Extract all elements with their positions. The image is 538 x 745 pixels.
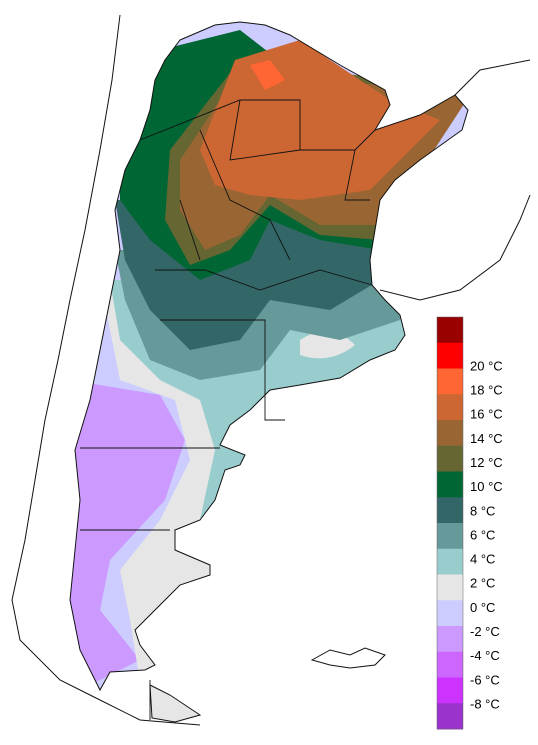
legend-swatch xyxy=(437,548,463,575)
legend-label: 14 °C xyxy=(470,431,503,446)
argentina-outline xyxy=(69,21,469,723)
legend-swatch xyxy=(437,497,463,524)
legend-label: 16 °C xyxy=(470,407,503,422)
legend-frame xyxy=(436,316,464,730)
legend-label: 0 °C xyxy=(470,600,495,615)
legend-swatch xyxy=(437,420,463,447)
legend-swatch xyxy=(437,471,463,498)
legend: 20 °C 18 °C 16 °C 14 °C 12 °C 10 °C 8 °C 6 °C 4 … xyxy=(436,316,503,730)
legend-swatch xyxy=(437,703,463,730)
legend-label: 8 °C xyxy=(470,503,495,518)
legend-label: 10 °C xyxy=(470,479,503,494)
chile-coast xyxy=(11,14,201,726)
legend-swatch xyxy=(437,677,463,704)
legend-swatch xyxy=(437,394,463,421)
neighbour-border xyxy=(379,59,531,301)
legend-swatch xyxy=(437,600,463,627)
legend-swatch xyxy=(437,317,463,344)
legend-swatch xyxy=(437,574,463,601)
legend-label: 20 °C xyxy=(470,358,503,373)
legend-label: -8 °C xyxy=(470,696,500,711)
legend-swatch xyxy=(437,523,463,550)
legend-label: 18 °C xyxy=(470,383,503,398)
legend-swatch xyxy=(437,626,463,653)
legend-swatch xyxy=(437,368,463,395)
legend-label: -6 °C xyxy=(470,672,500,687)
province-borders xyxy=(80,99,376,720)
legend-label: 6 °C xyxy=(470,527,495,542)
malvinas xyxy=(310,647,386,669)
legend-swatch xyxy=(437,445,463,472)
legend-label: -4 °C xyxy=(470,648,500,663)
legend-swatch xyxy=(437,342,463,369)
legend-label: -2 °C xyxy=(470,624,500,639)
legend-label: 2 °C xyxy=(470,576,495,591)
legend-label: 4 °C xyxy=(470,552,495,567)
legend-swatch xyxy=(437,651,463,678)
legend-label: 12 °C xyxy=(470,455,503,470)
